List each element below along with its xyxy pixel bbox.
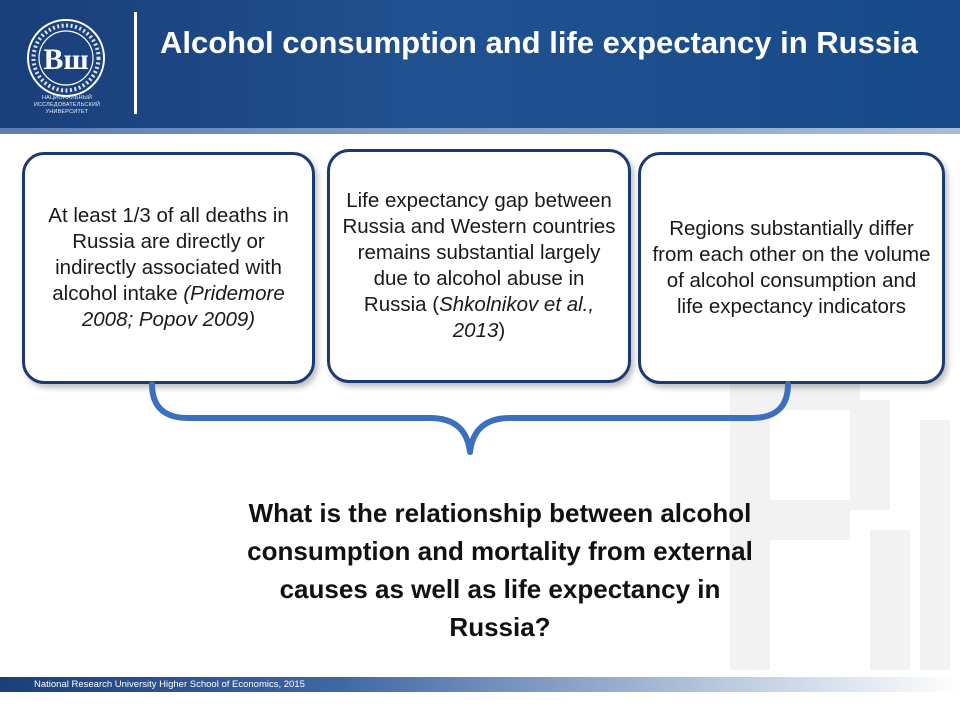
fact-box-gap-text: Life expectancy gap between Russia and W… <box>342 189 616 316</box>
header-divider <box>134 12 137 114</box>
page-title: Alcohol consumption and life expectancy … <box>160 25 918 60</box>
header-rule <box>0 128 960 134</box>
fact-box-deaths-citation: (Pridemore 2008; Popov 2009) <box>81 282 285 331</box>
fact-box-gap-content: Life expectancy gap between Russia and W… <box>340 188 618 344</box>
hse-watermark-icon <box>730 370 950 670</box>
header-bar: Вш НАЦИОНАЛЬНЫЙ ИССЛЕДОВАТЕЛЬСКИЙ УНИВЕР… <box>0 0 960 128</box>
fact-box-gap-citation: Shkolnikov et al., 2013 <box>439 293 595 342</box>
fact-box-gap-text-after: ) <box>498 319 506 342</box>
logo-mark: Вш <box>43 43 88 76</box>
fact-box-regions-text: Regions substantially differ from each o… <box>652 217 931 318</box>
hse-logo-icon: Вш <box>27 19 105 97</box>
research-question: What is the relationship between alcohol… <box>247 498 753 642</box>
fact-box-deaths-content: At least 1/3 of all deaths in Russia are… <box>35 203 302 333</box>
logo-caption: НАЦИОНАЛЬНЫЙ ИССЛЕДОВАТЕЛЬСКИЙ УНИВЕРСИТ… <box>33 95 101 115</box>
fact-box-regions: Regions substantially differ from each o… <box>638 152 945 384</box>
fact-box-deaths: At least 1/3 of all deaths in Russia are… <box>22 152 315 384</box>
footer-text: National Research University Higher Scho… <box>34 679 305 690</box>
fact-box-deaths-text: At least 1/3 of all deaths in Russia are… <box>48 204 289 305</box>
footer-bar <box>0 677 960 692</box>
fact-box-gap: Life expectancy gap between Russia and W… <box>327 149 631 383</box>
fact-box-regions-content: Regions substantially differ from each o… <box>651 216 932 320</box>
curly-brace-icon <box>149 381 791 455</box>
